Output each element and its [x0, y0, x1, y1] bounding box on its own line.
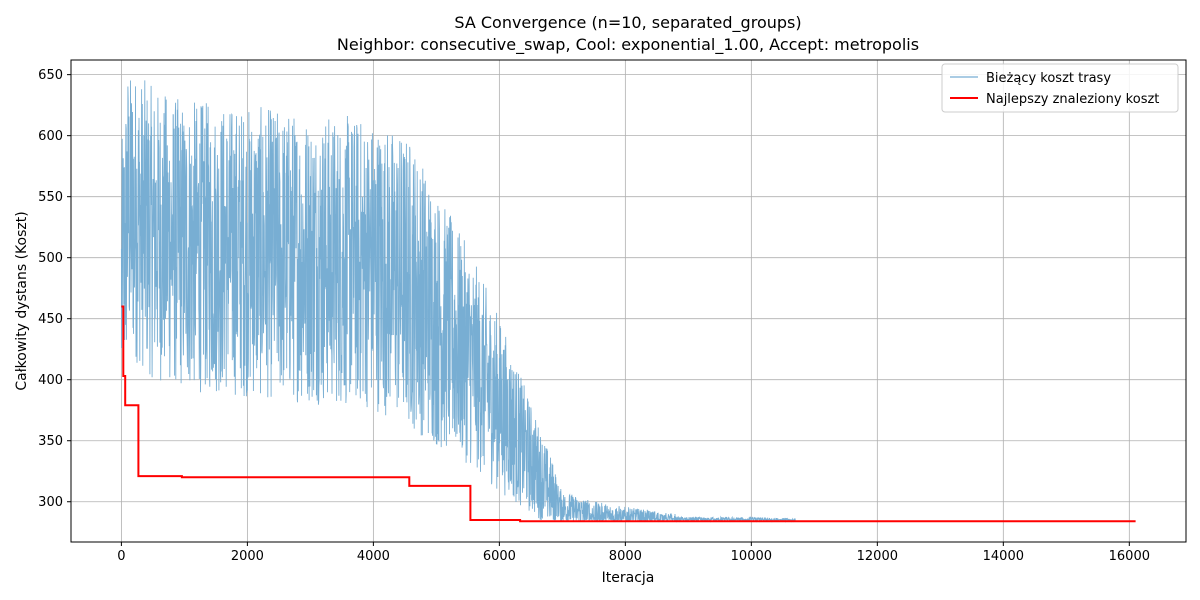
x-axis-label: Iteracja — [602, 570, 655, 586]
y-tick-label: 350 — [38, 434, 63, 449]
x-tick-label: 14000 — [983, 549, 1024, 564]
x-tick-label: 16000 — [1109, 549, 1150, 564]
y-tick-label: 600 — [38, 129, 63, 144]
legend-label-best: Najlepszy znaleziony koszt — [986, 92, 1159, 107]
legend-label-current: Bieżący koszt trasy — [986, 71, 1111, 86]
y-tick-label: 550 — [38, 190, 63, 205]
legend-box — [941, 63, 1179, 113]
x-tick-label: 10000 — [731, 549, 772, 564]
axis-ticks: 0 2000 4000 6000 8000 10000 12000 14000 16000 300… — [38, 68, 1150, 564]
series-line-current-cost — [120, 80, 796, 523]
x-tick-label: 4000 — [357, 549, 390, 564]
x-tick-label: 0 — [117, 549, 125, 564]
x-tick-label: 6000 — [483, 549, 516, 564]
y-axis-label: Całkowity dystans (Koszt) — [14, 211, 30, 390]
plot-area — [120, 80, 1136, 523]
chart-subtitle: Neighbor: consecutive_swap, Cool: expone… — [337, 35, 919, 55]
x-tick-label: 8000 — [609, 549, 642, 564]
y-tick-label: 400 — [38, 373, 63, 388]
legend: Bieżący koszt trasy Najlepszy znaleziony… — [941, 63, 1179, 113]
y-tick-label: 500 — [38, 251, 63, 266]
y-tick-label: 650 — [38, 68, 63, 83]
series-line-best-cost — [121, 305, 1136, 523]
y-tick-label: 450 — [38, 312, 63, 327]
chart-title: SA Convergence (n=10, separated_groups) — [454, 13, 801, 33]
plot-frame — [70, 59, 1187, 543]
x-tick-label: 2000 — [231, 549, 264, 564]
x-tick-label: 12000 — [857, 549, 898, 564]
grid — [71, 60, 1186, 542]
y-tick-label: 300 — [38, 495, 63, 510]
